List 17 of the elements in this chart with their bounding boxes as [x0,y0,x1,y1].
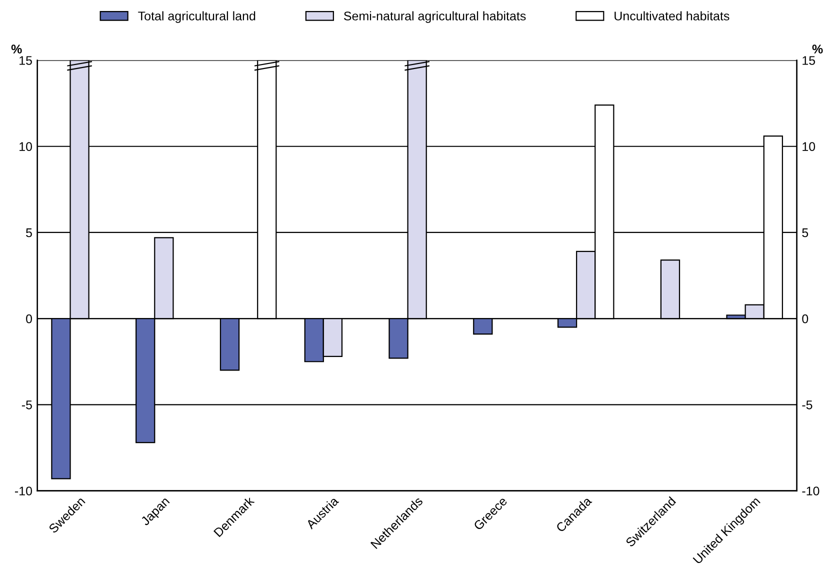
y-tick-label: -10 [14,486,32,496]
y-tick-label: 5 [26,228,32,238]
y2-tick-label: -5 [802,400,812,410]
y2-axis-title: % [812,44,823,54]
y-tick-label: 0 [26,314,32,324]
y2-tick-label: 5 [802,228,808,238]
legend-label: Total agricultural land [138,11,256,23]
y-tick-label: 15 [20,56,32,65]
legend-label: Uncultivated habitats [614,11,730,20]
y-tick-label: 10 [20,142,32,152]
y2-tick-label: 15 [802,56,816,65]
y2-tick-label: 0 [802,314,808,324]
y-axis-title: % [11,44,22,54]
y-tick-label: -5 [22,400,32,410]
y2-tick-label: 10 [802,142,816,152]
legend-label: Semi-natural agricultural habitats [344,11,526,23]
y2-tick-label: -10 [802,486,820,496]
